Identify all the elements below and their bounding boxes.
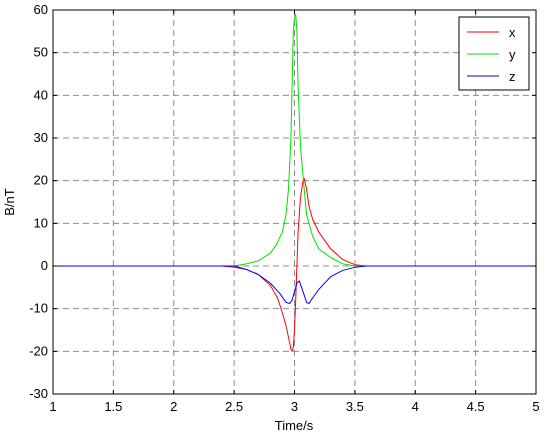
y-tick-label: -30 <box>29 386 48 401</box>
series-line-z <box>53 265 536 304</box>
legend-label-z: z <box>509 69 516 84</box>
y-tick-label: 30 <box>34 130 48 145</box>
legend-label-x: x <box>509 25 516 40</box>
ticks: 1 1.5 2 2.5 3 3.5 4 4.5 5 -30 -20 -10 0 10 20 30 40 50 60 <box>29 2 539 414</box>
series-line-y <box>53 13 536 267</box>
y-tick-label: 20 <box>34 173 48 188</box>
y-tick-label: -10 <box>29 301 48 316</box>
x-tick-label: 5 <box>532 399 539 414</box>
y-tick-label: 0 <box>41 258 48 273</box>
x-tick-label: 2.5 <box>225 399 243 414</box>
x-tick-label: 4.5 <box>467 399 485 414</box>
x-tick-label: 3.5 <box>346 399 364 414</box>
x-axis-label: Time/s <box>275 418 314 433</box>
y-tick-label: 40 <box>34 87 48 102</box>
x-tick-label: 2 <box>170 399 177 414</box>
series-line-x <box>53 178 536 352</box>
x-tick-label: 3 <box>291 399 298 414</box>
y-tick-label: -20 <box>29 343 48 358</box>
series-group <box>53 13 536 352</box>
y-tick-label: 10 <box>34 215 48 230</box>
y-tick-label: 50 <box>34 45 48 60</box>
y-axis-label: B/nT <box>2 188 17 216</box>
y-tick-label: 60 <box>34 2 48 17</box>
x-tick-label: 1 <box>49 399 56 414</box>
x-tick-label: 4 <box>412 399 419 414</box>
legend-label-y: y <box>509 47 516 62</box>
x-tick-label: 1.5 <box>104 399 122 414</box>
legend: xyz <box>458 16 530 91</box>
